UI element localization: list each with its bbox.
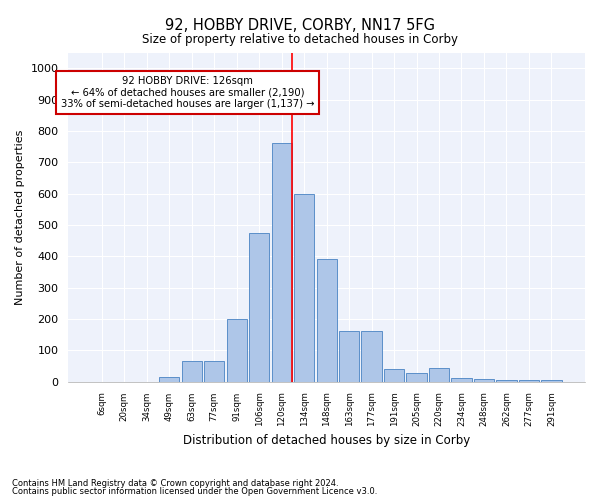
Bar — [361, 332, 382, 382]
Bar — [227, 319, 247, 382]
Bar — [474, 379, 494, 382]
Bar — [384, 369, 404, 382]
Bar — [429, 368, 449, 382]
Bar — [249, 232, 269, 382]
Bar — [519, 380, 539, 382]
Bar — [294, 194, 314, 382]
Bar — [204, 361, 224, 382]
Bar — [451, 378, 472, 382]
Text: 92 HOBBY DRIVE: 126sqm
← 64% of detached houses are smaller (2,190)
33% of semi-: 92 HOBBY DRIVE: 126sqm ← 64% of detached… — [61, 76, 314, 109]
Bar — [541, 380, 562, 382]
Bar — [339, 332, 359, 382]
Bar — [182, 361, 202, 382]
X-axis label: Distribution of detached houses by size in Corby: Distribution of detached houses by size … — [183, 434, 470, 448]
Bar — [159, 377, 179, 382]
Bar — [317, 260, 337, 382]
Text: Size of property relative to detached houses in Corby: Size of property relative to detached ho… — [142, 32, 458, 46]
Y-axis label: Number of detached properties: Number of detached properties — [15, 130, 25, 304]
Text: Contains public sector information licensed under the Open Government Licence v3: Contains public sector information licen… — [12, 487, 377, 496]
Text: Contains HM Land Registry data © Crown copyright and database right 2024.: Contains HM Land Registry data © Crown c… — [12, 478, 338, 488]
Bar — [272, 144, 292, 382]
Text: 92, HOBBY DRIVE, CORBY, NN17 5FG: 92, HOBBY DRIVE, CORBY, NN17 5FG — [165, 18, 435, 32]
Bar — [406, 373, 427, 382]
Bar — [496, 380, 517, 382]
